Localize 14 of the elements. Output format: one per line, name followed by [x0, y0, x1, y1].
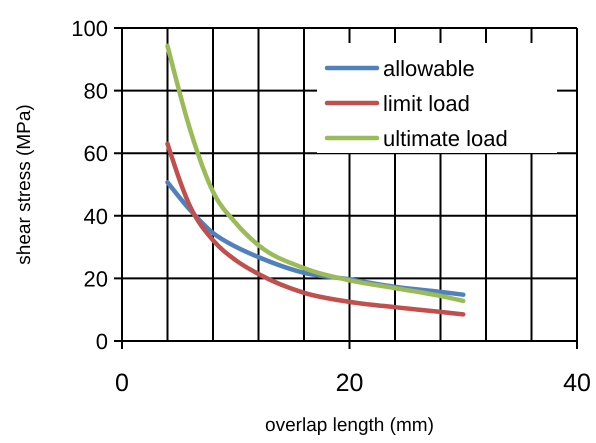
x-tick-label: 0 [115, 369, 129, 397]
y-axis-title: shear stress (MPa) [14, 104, 35, 265]
x-axis-title: overlap length (mm) [265, 415, 434, 436]
y-tick-label: 80 [84, 78, 108, 104]
y-tick-label: 100 [71, 16, 108, 41]
x-tick-label: 20 [336, 369, 364, 397]
y-tick-label: 0 [96, 329, 108, 354]
legend-label: ultimate load [383, 126, 508, 151]
y-tick-label: 20 [84, 266, 108, 292]
legend-label: limit load [383, 91, 470, 116]
x-tick-label: 40 [563, 369, 591, 397]
y-tick-label: 40 [84, 204, 108, 229]
y-tick-label: 60 [84, 141, 108, 166]
legend-label: allowable [383, 56, 475, 81]
